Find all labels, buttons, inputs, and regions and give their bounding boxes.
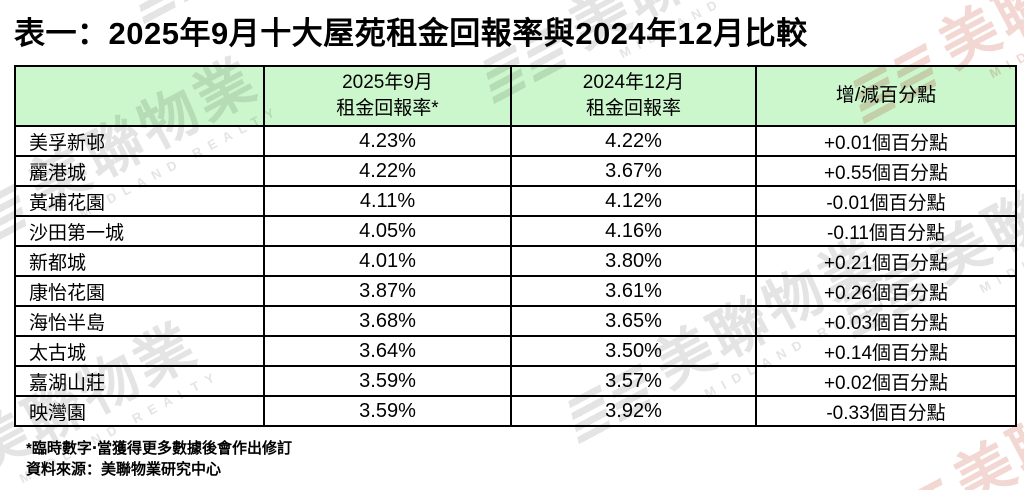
header-2024-line1: 2024年12月	[582, 72, 685, 93]
yield-2025-cell: 4.05%	[263, 215, 512, 247]
yield-2024-cell: 4.22%	[510, 125, 757, 157]
yield-2025-cell: 3.59%	[263, 365, 512, 397]
estate-name-cell: 新都城	[14, 245, 265, 277]
change-cell: +0.03個百分點	[755, 305, 1017, 337]
header-row: 2025年9月 租金回報率* 2024年12月 租金回報率 增/減百分點	[14, 65, 1017, 127]
change-cell: -0.33個百分點	[755, 395, 1017, 427]
table-row: 映灣園 3.59% 3.92% -0.33個百分點	[14, 395, 1017, 427]
yield-2024-cell: 3.57%	[510, 365, 757, 397]
table-row: 太古城 3.64% 3.50% +0.14個百分點	[14, 335, 1017, 367]
header-2025-line2: 租金回報率*	[336, 98, 439, 119]
table-row: 麗港城 4.22% 3.67% +0.55個百分點	[14, 155, 1017, 187]
yield-2025-cell: 4.01%	[263, 245, 512, 277]
yield-2025-cell: 3.64%	[263, 335, 512, 367]
table-body: 美孚新邨 4.23% 4.22% +0.01個百分點 麗港城 4.22% 3.6…	[14, 125, 1017, 427]
yield-2024-cell: 3.92%	[510, 395, 757, 427]
rental-yield-table: 2025年9月 租金回報率* 2024年12月 租金回報率 增/減百分點 美孚新…	[14, 65, 1017, 427]
change-cell: +0.02個百分點	[755, 365, 1017, 397]
yield-2025-cell: 4.11%	[263, 185, 512, 217]
header-2025-line1: 2025年9月	[342, 72, 433, 93]
yield-2024-cell: 3.65%	[510, 305, 757, 337]
table-row: 新都城 4.01% 3.80% +0.21個百分點	[14, 245, 1017, 277]
footnote-provisional: *臨時數字‧當獲得更多數據後會作出修訂	[26, 440, 293, 457]
footnote-source: 資料來源：美聯物業研究中心	[26, 461, 222, 478]
midland-bars-icon	[908, 477, 953, 490]
table-header: 2025年9月 租金回報率* 2024年12月 租金回報率 增/減百分點	[14, 65, 1017, 127]
change-cell: +0.01個百分點	[755, 125, 1017, 157]
header-change: 增/減百分點	[755, 65, 1017, 127]
estate-name-cell: 映灣園	[14, 395, 265, 427]
midland-bars-icon	[173, 0, 218, 6]
yield-2025-cell: 4.23%	[263, 125, 512, 157]
table-row: 美孚新邨 4.23% 4.22% +0.01個百分點	[14, 125, 1017, 157]
yield-2024-cell: 3.67%	[510, 155, 757, 187]
change-cell: -0.01個百分點	[755, 185, 1017, 217]
yield-2025-cell: 3.87%	[263, 275, 512, 307]
table-row: 黃埔花園 4.11% 4.12% -0.01個百分點	[14, 185, 1017, 217]
table-row: 沙田第一城 4.05% 4.16% -0.11個百分點	[14, 215, 1017, 247]
header-change-label: 增/減百分點	[835, 85, 937, 106]
yield-2024-cell: 4.12%	[510, 185, 757, 217]
yield-2025-cell: 3.59%	[263, 395, 512, 427]
change-cell: +0.21個百分點	[755, 245, 1017, 277]
header-2024-yield: 2024年12月 租金回報率	[510, 65, 757, 127]
change-cell: +0.26個百分點	[755, 275, 1017, 307]
estate-name-cell: 沙田第一城	[14, 215, 265, 247]
estate-name-cell: 黃埔花園	[14, 185, 265, 217]
estate-name-cell: 太古城	[14, 335, 265, 367]
yield-2024-cell: 3.50%	[510, 335, 757, 367]
table-row: 康怡花園 3.87% 3.61% +0.26個百分點	[14, 275, 1017, 307]
header-2024-line2: 租金回報率	[585, 98, 681, 119]
yield-2024-cell: 4.16%	[510, 215, 757, 247]
estate-name-cell: 康怡花園	[14, 275, 265, 307]
yield-2025-cell: 4.22%	[263, 155, 512, 187]
table-row: 海怡半島 3.68% 3.65% +0.03個百分點	[14, 305, 1017, 337]
estate-name-cell: 美孚新邨	[14, 125, 265, 157]
estate-name-cell: 海怡半島	[14, 305, 265, 337]
header-estate	[14, 65, 265, 127]
change-cell: +0.14個百分點	[755, 335, 1017, 367]
yield-2025-cell: 3.68%	[263, 305, 512, 337]
yield-2024-cell: 3.61%	[510, 275, 757, 307]
estate-name-cell: 麗港城	[14, 155, 265, 187]
header-2025-yield: 2025年9月 租金回報率*	[263, 65, 512, 127]
page-title: 表一：2025年9月十大屋苑租金回報率與2024年12月比較	[14, 16, 808, 51]
footnotes: *臨時數字‧當獲得更多數據後會作出修訂 資料來源：美聯物業研究中心	[26, 438, 292, 480]
table-row: 嘉湖山莊 3.59% 3.57% +0.02個百分點	[14, 365, 1017, 397]
yield-2024-cell: 3.80%	[510, 245, 757, 277]
change-cell: +0.55個百分點	[755, 155, 1017, 187]
change-cell: -0.11個百分點	[755, 215, 1017, 247]
estate-name-cell: 嘉湖山莊	[14, 365, 265, 397]
